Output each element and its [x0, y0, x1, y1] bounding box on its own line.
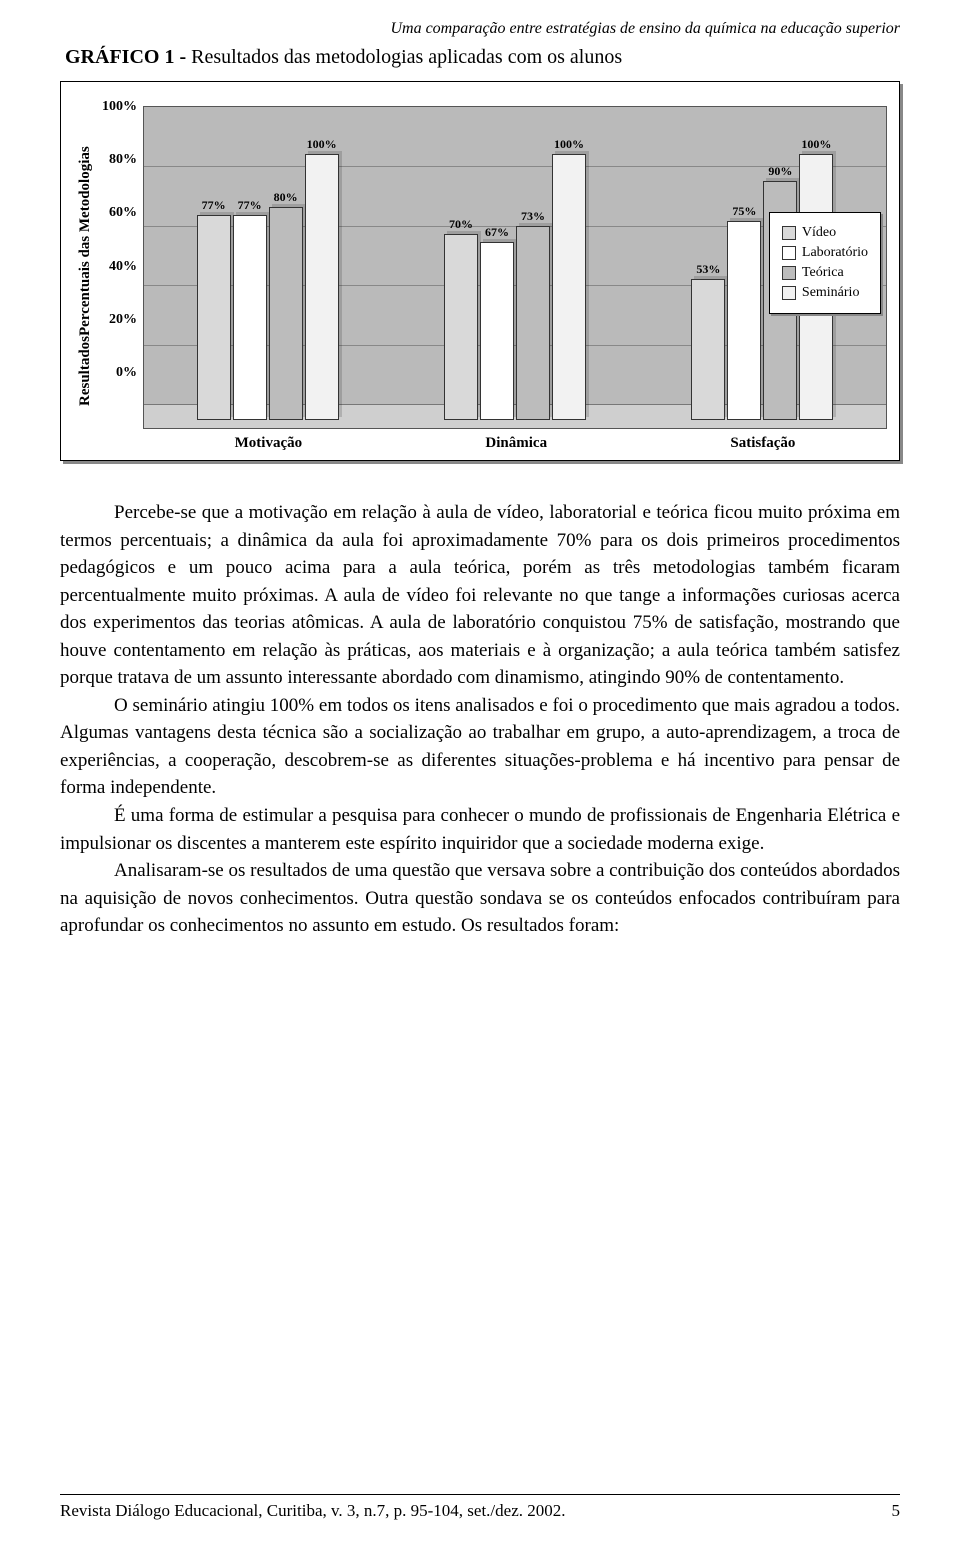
bar: 100%: [552, 154, 586, 420]
bar: 77%: [233, 215, 267, 420]
y-tick: 100%: [102, 100, 137, 114]
bar: 77%: [197, 215, 231, 420]
chart-frame: ResultadosPercentuais das Metodologias 1…: [60, 81, 900, 461]
legend-item: Seminário: [782, 285, 868, 301]
legend-label: Teórica: [802, 265, 844, 281]
x-axis-label: Motivação: [235, 435, 302, 452]
bar-value-label: 75%: [732, 204, 756, 219]
bar-value-label: 73%: [521, 209, 545, 224]
paragraph: Percebe-se que a motivação em relação à …: [60, 499, 900, 692]
chart-title-rest: Resultados das metodologias aplicadas co…: [191, 46, 622, 68]
y-tick: 0%: [102, 366, 137, 380]
paragraph: O seminário atingiu 100% em todos os ite…: [60, 692, 900, 802]
y-tick: 80%: [102, 153, 137, 167]
legend-item: Teórica: [782, 265, 868, 281]
paragraph: Analisaram-se os resultados de uma quest…: [60, 857, 900, 940]
footer-citation: Revista Diálogo Educacional, Curitiba, v…: [60, 1501, 566, 1521]
bar: 75%: [727, 221, 761, 421]
bar-value-label: 67%: [485, 225, 509, 240]
bar: 70%: [444, 234, 478, 420]
bar-value-label: 53%: [696, 262, 720, 277]
bar: 80%: [269, 207, 303, 420]
bar-value-label: 70%: [449, 217, 473, 232]
legend-swatch: [782, 246, 796, 260]
bar-value-label: 100%: [554, 137, 584, 152]
chart-legend: Vídeo Laboratório Teórica Seminário: [769, 212, 881, 314]
bar: 67%: [480, 242, 514, 420]
bar-group: 77%77%80%100%: [197, 154, 339, 420]
x-axis-labels: Motivação Dinâmica Satisfação: [143, 429, 887, 452]
body-text: Percebe-se que a motivação em relação à …: [60, 499, 900, 940]
chart-title: GRÁFICO 1 - Resultados das metodologias …: [65, 46, 900, 69]
chart-title-bold: GRÁFICO 1 -: [65, 46, 191, 68]
bar-value-label: 100%: [307, 137, 337, 152]
bar-value-label: 90%: [768, 164, 792, 179]
legend-item: Laboratório: [782, 245, 868, 261]
legend-swatch: [782, 286, 796, 300]
page-footer: Revista Diálogo Educacional, Curitiba, v…: [60, 1494, 900, 1521]
bar-value-label: 77%: [202, 198, 226, 213]
bar-value-label: 80%: [274, 190, 298, 205]
x-axis-label: Satisfação: [730, 435, 795, 452]
legend-swatch: [782, 266, 796, 280]
bar: 73%: [516, 226, 550, 420]
legend-label: Seminário: [802, 285, 860, 301]
paragraph: É uma forma de estimular a pesquisa para…: [60, 802, 900, 857]
y-tick: 20%: [102, 313, 137, 327]
x-axis-label: Dinâmica: [485, 435, 547, 452]
bar-group: 70%67%73%100%: [444, 154, 586, 420]
bar-value-label: 77%: [238, 198, 262, 213]
y-tick: 40%: [102, 260, 137, 274]
y-axis-ticks: 100% 80% 60% 40% 20% 0%: [98, 100, 143, 410]
legend-label: Vídeo: [802, 225, 836, 241]
legend-label: Laboratório: [802, 245, 868, 261]
y-axis-label: ResultadosPercentuais das Metodologias: [73, 100, 98, 452]
bar-value-label: 100%: [801, 137, 831, 152]
legend-item: Vídeo: [782, 225, 868, 241]
footer-page-number: 5: [892, 1501, 901, 1521]
running-head: Uma comparação entre estratégias de ensi…: [60, 20, 900, 38]
bar: 53%: [691, 279, 725, 420]
bar: 100%: [305, 154, 339, 420]
y-tick: 60%: [102, 206, 137, 220]
legend-swatch: [782, 226, 796, 240]
